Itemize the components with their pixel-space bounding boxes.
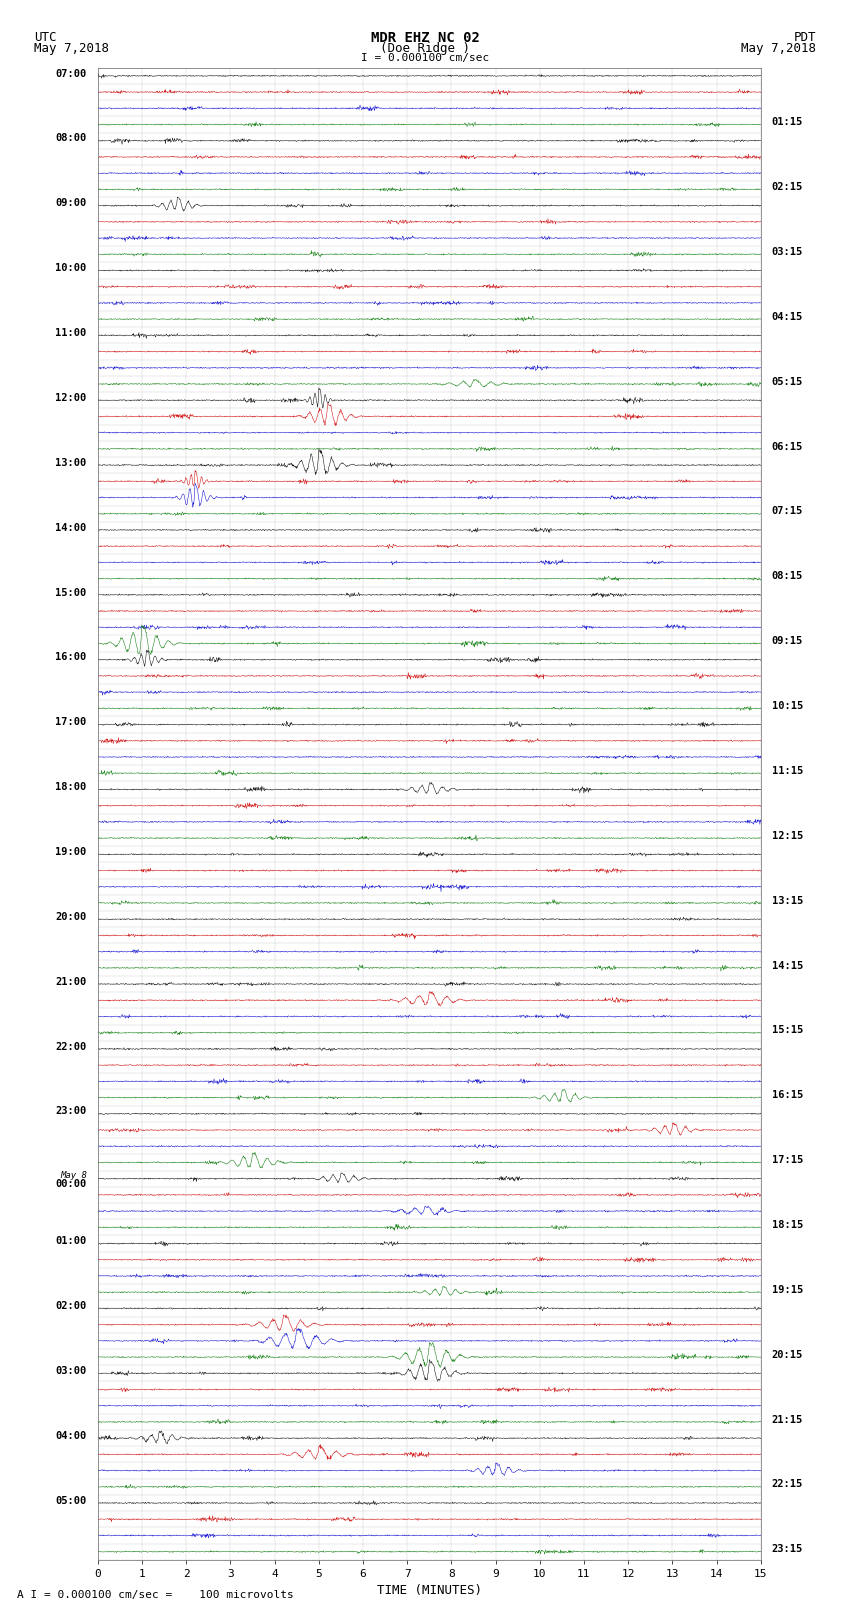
Text: 19:00: 19:00 [55,847,87,857]
Text: 08:00: 08:00 [55,134,87,144]
Text: 13:00: 13:00 [55,458,87,468]
Text: 03:00: 03:00 [55,1366,87,1376]
Text: 15:15: 15:15 [772,1026,803,1036]
Text: 20:00: 20:00 [55,911,87,923]
Text: 10:15: 10:15 [772,702,803,711]
Text: 14:00: 14:00 [55,523,87,532]
Text: 11:00: 11:00 [55,327,87,339]
Text: 04:00: 04:00 [55,1431,87,1440]
Text: May 8: May 8 [60,1171,87,1181]
Text: I = 0.000100 cm/sec: I = 0.000100 cm/sec [361,53,489,63]
Text: 10:00: 10:00 [55,263,87,273]
Text: 17:15: 17:15 [772,1155,803,1165]
Text: 16:00: 16:00 [55,652,87,663]
Text: 21:00: 21:00 [55,977,87,987]
Text: MDR EHZ NC 02: MDR EHZ NC 02 [371,31,479,45]
Text: UTC: UTC [34,31,56,44]
Text: 20:15: 20:15 [772,1350,803,1360]
Text: 04:15: 04:15 [772,311,803,323]
Text: 02:00: 02:00 [55,1302,87,1311]
Text: 17:00: 17:00 [55,718,87,727]
Text: 23:15: 23:15 [772,1544,803,1555]
Text: 01:00: 01:00 [55,1236,87,1247]
Text: 05:00: 05:00 [55,1495,87,1505]
Text: 18:00: 18:00 [55,782,87,792]
Text: 07:15: 07:15 [772,506,803,516]
Text: 13:15: 13:15 [772,895,803,905]
Text: 12:15: 12:15 [772,831,803,840]
Text: (Doe Ridge ): (Doe Ridge ) [380,42,470,55]
Text: 09:00: 09:00 [55,198,87,208]
Text: 23:00: 23:00 [55,1107,87,1116]
Text: 05:15: 05:15 [772,377,803,387]
Text: May 7,2018: May 7,2018 [34,42,109,55]
Text: 14:15: 14:15 [772,960,803,971]
Text: 21:15: 21:15 [772,1415,803,1424]
X-axis label: TIME (MINUTES): TIME (MINUTES) [377,1584,482,1597]
Text: 08:15: 08:15 [772,571,803,581]
Text: 16:15: 16:15 [772,1090,803,1100]
Text: 22:00: 22:00 [55,1042,87,1052]
Text: PDT: PDT [794,31,816,44]
Text: 00:00: 00:00 [55,1179,87,1189]
Text: A I = 0.000100 cm/sec =    100 microvolts: A I = 0.000100 cm/sec = 100 microvolts [17,1590,294,1600]
Text: 18:15: 18:15 [772,1219,803,1231]
Text: 07:00: 07:00 [55,69,87,79]
Text: 19:15: 19:15 [772,1286,803,1295]
Text: 15:00: 15:00 [55,587,87,597]
Text: 12:00: 12:00 [55,394,87,403]
Text: 09:15: 09:15 [772,636,803,647]
Text: 03:15: 03:15 [772,247,803,256]
Text: 02:15: 02:15 [772,182,803,192]
Text: 22:15: 22:15 [772,1479,803,1489]
Text: 11:15: 11:15 [772,766,803,776]
Text: 06:15: 06:15 [772,442,803,452]
Text: May 7,2018: May 7,2018 [741,42,816,55]
Text: 01:15: 01:15 [772,118,803,127]
